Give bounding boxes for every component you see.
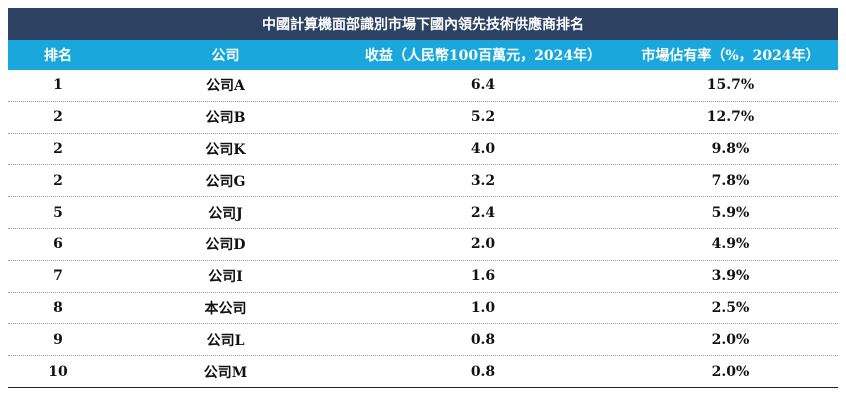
cell-rank: 10 (48, 363, 68, 380)
cell-revenue: 1.6 (470, 268, 496, 285)
cell-company: 公司G (205, 173, 246, 190)
cell-rank: 2 (53, 172, 63, 189)
table-title-text: 中國計算機面部識別市場下國內領先技術供應商排名 (262, 17, 584, 33)
cell-revenue: 4.0 (470, 140, 496, 157)
cell-company: 公司L (206, 332, 245, 349)
cell-company: 公司K (205, 141, 246, 158)
header-rank: 排名 (44, 48, 72, 64)
cell-company: 公司I (208, 269, 243, 286)
table-row: 2 公司G 3.2 7.8% (8, 165, 838, 198)
cell-rank: 9 (53, 331, 63, 348)
cell-company: 公司A (206, 78, 245, 95)
table-row: 5 公司J 2.4 5.9% (8, 197, 838, 229)
table-title: 中國計算機面部識別市場下國內領先技術供應商排名 (8, 8, 838, 40)
cell-company: 公司D (205, 237, 246, 254)
cell-share: 12.7% (706, 109, 755, 126)
cell-share: 7.8% (711, 172, 750, 189)
cell-revenue: 0.8 (470, 363, 496, 380)
cell-rank: 7 (53, 268, 63, 285)
cell-company: 公司M (203, 364, 248, 381)
cell-company: 公司B (205, 110, 246, 127)
header-revenue: 收益（人民幣100百萬元，2024年） (364, 48, 602, 64)
cell-rank: 2 (53, 140, 63, 157)
table-row: 1 公司A 6.4 15.7% (8, 70, 838, 102)
cell-share: 2.0% (711, 363, 750, 380)
cell-share: 9.8% (711, 140, 750, 157)
table-row: 10 公司M 0.8 2.0% (8, 356, 838, 388)
cell-rank: 5 (53, 204, 63, 221)
cell-rank: 6 (53, 236, 63, 253)
cell-revenue: 0.8 (470, 331, 496, 348)
table-row: 2 公司K 4.0 9.8% (8, 134, 838, 166)
table-row: 8 本公司 1.0 2.5% (8, 293, 838, 325)
cell-revenue: 1.0 (470, 299, 496, 316)
table-row: 6 公司D 2.0 4.9% (8, 229, 838, 261)
cell-rank: 1 (53, 77, 63, 94)
ranking-table: 中國計算機面部識別市場下國內領先技術供應商排名 排名 公司 收益（人民幣100百… (8, 8, 838, 388)
table-row: 9 公司L 0.8 2.0% (8, 324, 838, 357)
cell-share: 2.5% (711, 299, 750, 316)
cell-revenue: 5.2 (470, 109, 496, 126)
cell-revenue: 2.4 (470, 204, 496, 221)
header-company: 公司 (211, 48, 240, 64)
cell-rank: 8 (53, 299, 63, 316)
cell-share: 4.9% (711, 236, 750, 253)
cell-revenue: 6.4 (470, 77, 496, 94)
table-row: 7 公司I 1.6 3.9% (8, 261, 838, 293)
cell-share: 5.9% (711, 204, 750, 221)
cell-rank: 2 (53, 109, 63, 126)
cell-revenue: 2.0 (470, 236, 496, 253)
cell-revenue: 3.2 (470, 172, 496, 189)
cell-company: 公司J (208, 205, 243, 222)
cell-share: 3.9% (711, 268, 750, 285)
cell-company: 本公司 (204, 300, 247, 317)
header-share: 市場佔有率（%，2024年） (641, 48, 820, 64)
table-header-row: 排名 公司 收益（人民幣100百萬元，2024年） 市場佔有率（%，2024年） (8, 40, 838, 70)
cell-share: 15.7% (706, 77, 755, 94)
cell-share: 2.0% (711, 331, 750, 348)
table-row: 2 公司B 5.2 12.7% (8, 102, 838, 134)
